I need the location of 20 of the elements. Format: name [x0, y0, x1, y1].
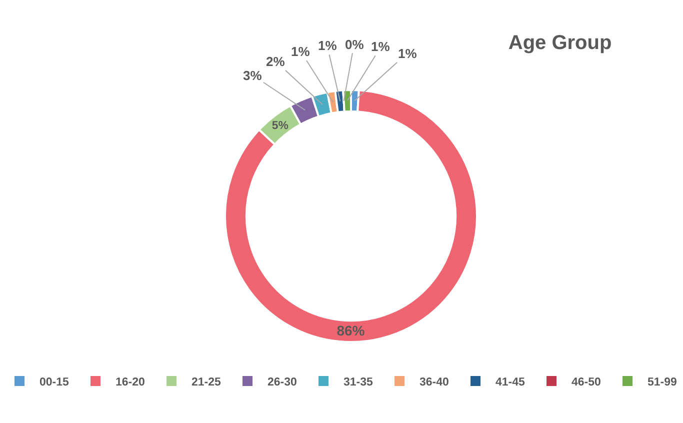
data-label: 3%	[243, 68, 262, 83]
legend-label: 00-15	[40, 376, 70, 388]
data-label: 86%	[336, 322, 366, 339]
legend-label: 46-50	[572, 376, 601, 388]
legend-label: 51-99	[648, 376, 677, 388]
data-label: 1%	[398, 46, 418, 61]
legend-label: 31-35	[344, 376, 374, 388]
text: 0%	[345, 37, 364, 52]
legend-label: 21-25	[192, 376, 222, 388]
data-label: 5%	[272, 120, 288, 132]
data-label: 1%	[291, 44, 310, 59]
chart-title: Age Group	[508, 32, 612, 54]
data-label: 1%	[318, 38, 338, 53]
data-label: 1%	[371, 39, 390, 54]
data-label: 2%	[266, 54, 286, 69]
legend-label: 36-40	[420, 376, 449, 388]
legend-label: 41-45	[496, 376, 526, 388]
donut-slice	[224, 89, 478, 343]
legend-label: 16-20	[116, 376, 145, 388]
legend-label: 26-30	[268, 376, 297, 388]
